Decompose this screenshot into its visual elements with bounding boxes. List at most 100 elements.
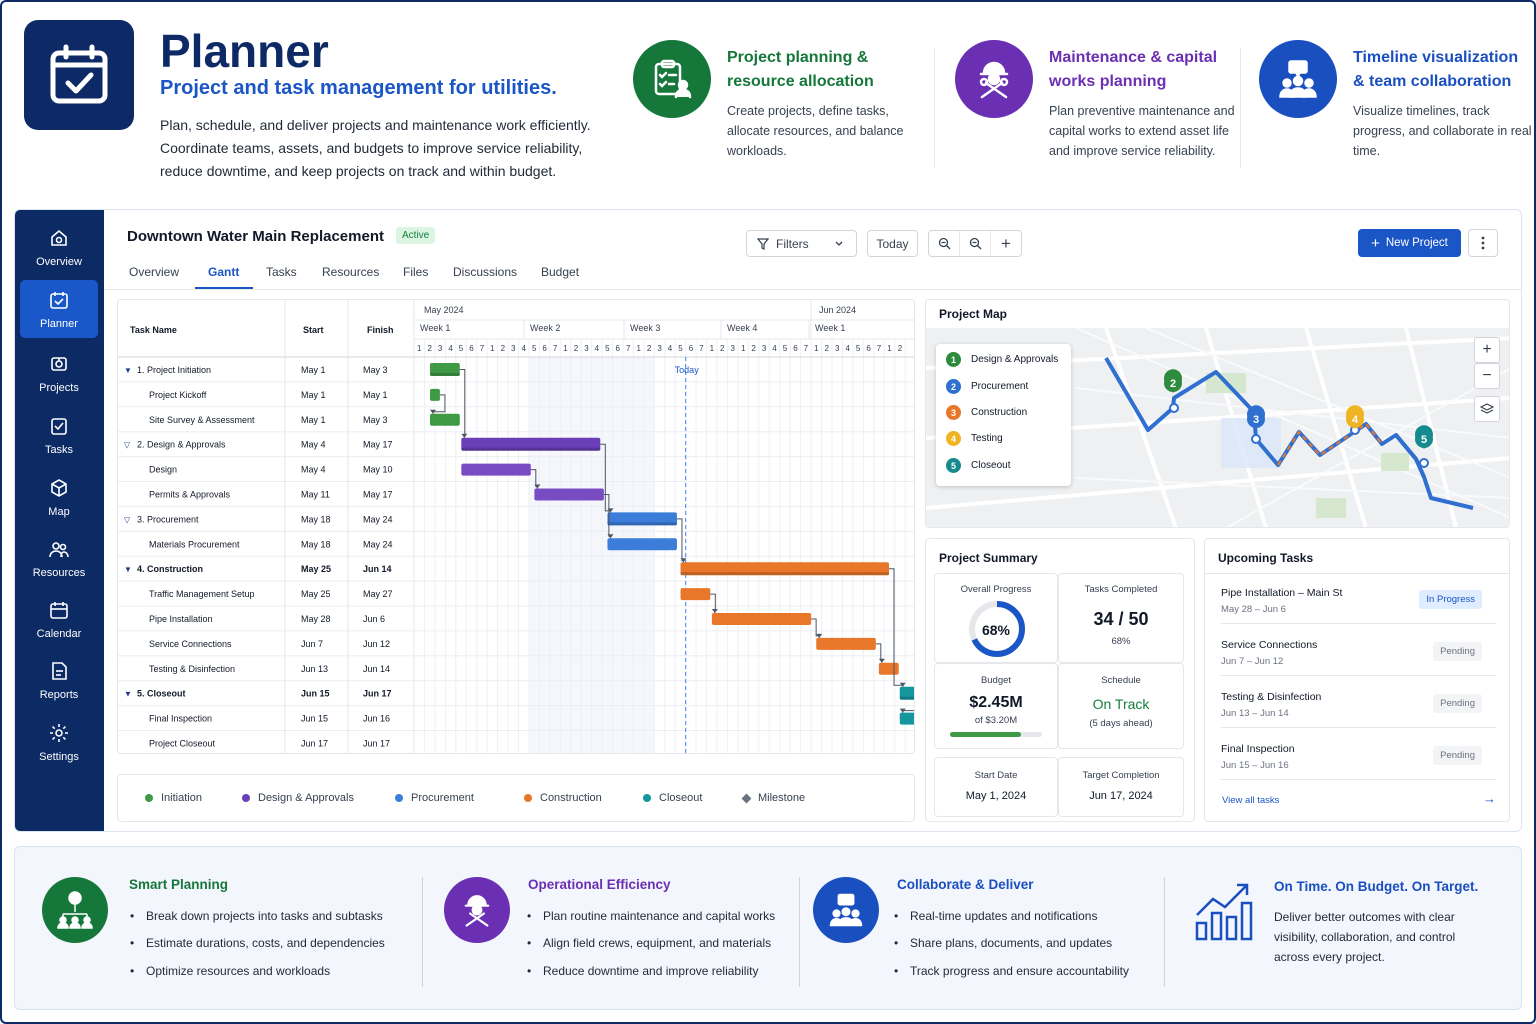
sidebar-item-calendar[interactable]: Calendar <box>20 590 98 648</box>
day-number: 5 <box>532 344 537 353</box>
map-marker-5[interactable]: 5 <box>1415 425 1433 449</box>
task-finish: Jun 12 <box>363 639 390 649</box>
task-start: Jun 7 <box>301 639 323 649</box>
upcoming-task-item[interactable]: Testing & Disinfection Jun 13 – Jun 14 P… <box>1221 678 1496 728</box>
legend-item: Milestone <box>741 792 805 804</box>
progress-ring <box>969 601 1025 657</box>
legend-label: Closeout <box>659 792 703 804</box>
tab-resources[interactable]: Resources <box>322 265 380 279</box>
sidebar-item-planner[interactable]: Planner <box>20 280 98 338</box>
map-zoom-out-button[interactable]: − <box>1474 363 1500 389</box>
sidebar-item-label: Map <box>48 506 70 518</box>
task-start: May 25 <box>301 564 331 574</box>
sidebar-item-projects[interactable]: Projects <box>20 344 98 402</box>
map-marker-3[interactable]: 3 <box>1247 405 1265 429</box>
arrow-right-icon[interactable]: → <box>1483 791 1496 806</box>
sidebar-item-settings[interactable]: Settings <box>20 713 98 771</box>
day-number: 4 <box>772 344 777 353</box>
divider <box>799 877 800 987</box>
budget-progress-fill <box>950 732 1021 737</box>
sidebar-item-tasks[interactable]: Tasks <box>20 406 98 464</box>
day-number: 3 <box>511 344 516 353</box>
gantt-bar <box>816 637 876 650</box>
gantt-bar <box>430 413 460 426</box>
task-start: Jun 15 <box>301 689 330 699</box>
tab-tasks[interactable]: Tasks <box>266 265 297 279</box>
map-layers-button[interactable] <box>1474 396 1500 422</box>
task-finish: May 10 <box>363 465 393 475</box>
tab-files[interactable]: Files <box>403 265 429 279</box>
task-start: May 4 <box>301 440 326 450</box>
budget-label: Budget <box>980 675 1012 686</box>
gantt-bar <box>899 712 914 725</box>
tab-discussions[interactable]: Discussions <box>453 265 518 279</box>
benefits-panel: Smart Planning Break down projects into … <box>14 846 1522 1010</box>
day-number: 2 <box>898 344 903 353</box>
upcoming-task-item[interactable]: Pipe Installation – Main St May 28 – Jun… <box>1221 574 1496 624</box>
sidebar-item-map[interactable]: Map <box>20 468 98 526</box>
day-number: 1 <box>741 344 746 353</box>
day-number: 5 <box>783 344 788 353</box>
legend-label: Procurement <box>971 381 1029 392</box>
tab-budget[interactable]: Budget <box>541 265 580 279</box>
map-zoom-in-button[interactable]: + <box>1474 337 1500 363</box>
day-number: 7 <box>626 344 631 353</box>
sidebar-item-label: Settings <box>39 751 79 763</box>
add-icon[interactable]: + <box>1001 233 1011 253</box>
expand-toggle-icon: ▽ <box>124 515 131 524</box>
day-number: 2 <box>751 344 756 353</box>
day-number: 7 <box>877 344 882 353</box>
schedule-note: (5 days ahead) <box>1089 718 1153 729</box>
upcoming-task-item[interactable]: Service Connections Jun 7 – Jun 12 Pendi… <box>1221 626 1496 676</box>
task-name: 3. Procurement <box>137 514 199 524</box>
projects-icon <box>51 357 67 371</box>
task-name: Design <box>149 465 177 475</box>
task-start: Jun 15 <box>301 714 328 724</box>
day-number: 2 <box>427 344 432 353</box>
map-marker-4[interactable]: 4 <box>1346 405 1364 429</box>
legend-label: Initiation <box>161 792 202 804</box>
legend-item: Initiation <box>145 792 202 804</box>
week-header: Week 1 <box>420 323 450 333</box>
gantt-legend: Initiation Design & Approvals Procuremen… <box>117 774 915 822</box>
feature-description: Create projects, define tasks, allocate … <box>727 104 904 158</box>
divider <box>1164 877 1165 987</box>
zoom-out-icon[interactable] <box>960 231 991 256</box>
more-vertical-icon <box>1481 236 1485 250</box>
gantt-bar-summary <box>899 696 914 700</box>
filters-dropdown[interactable]: Filters <box>746 230 857 257</box>
start-date-box: Start Date May 1, 2024 <box>934 757 1058 817</box>
new-project-button[interactable]: + New Project <box>1358 229 1461 257</box>
today-button[interactable]: Today <box>867 230 918 257</box>
legend-dot <box>242 794 250 802</box>
gear-icon <box>50 724 68 742</box>
upcoming-task-item[interactable]: Final Inspection Jun 15 – Jun 16 Pending <box>1221 730 1496 780</box>
legend-dot <box>395 794 403 802</box>
legend-dot <box>524 794 532 802</box>
legend-item: Construction <box>524 792 602 804</box>
legend-number: 5 <box>946 458 961 473</box>
view-all-tasks-link[interactable]: View all tasks <box>1222 795 1280 806</box>
schedule-label: Schedule <box>1101 675 1141 686</box>
benefit-title: Collaborate & Deliver <box>897 877 1034 892</box>
start-header: Start <box>303 325 324 335</box>
planner-logo-icon <box>24 20 134 130</box>
more-options-button[interactable] <box>1468 229 1498 257</box>
milestone-diamond-icon <box>741 793 752 803</box>
map-marker-2[interactable]: 2 <box>1164 369 1182 393</box>
target-completion-label: Target Completion <box>1082 770 1160 781</box>
task-dates: Jun 15 – Jun 16 <box>1221 760 1289 771</box>
tab-overview[interactable]: Overview <box>129 265 180 279</box>
legend-label: Design & Approvals <box>258 792 354 804</box>
legend-dot <box>643 794 651 802</box>
sidebar-item-reports[interactable]: Reports <box>20 651 98 709</box>
tasks-icon <box>51 418 67 435</box>
sidebar-item-overview[interactable]: Overview <box>20 218 98 276</box>
zoom-in-icon[interactable] <box>929 231 960 256</box>
gantt-bar-summary <box>607 522 677 526</box>
calendar-check-icon <box>50 292 68 309</box>
tab-gantt[interactable]: Gantt <box>208 265 240 279</box>
task-name: Permits & Approvals <box>149 490 231 500</box>
benefit-title: Smart Planning <box>129 877 229 892</box>
sidebar-item-resources[interactable]: Resources <box>20 529 98 587</box>
